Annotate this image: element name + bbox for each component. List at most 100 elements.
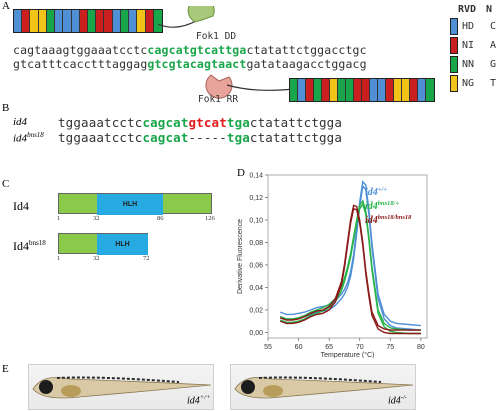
larva-image-mut bbox=[230, 364, 416, 410]
fok1-dd-nuclease bbox=[158, 6, 215, 28]
y-tick-label: 0,12 bbox=[249, 195, 263, 202]
tale-bottom-repeat-nn bbox=[426, 79, 434, 101]
b-wt-label: id4 bbox=[13, 116, 28, 128]
tale-top-array bbox=[13, 9, 163, 33]
rvd-code: NN bbox=[462, 59, 475, 70]
tale-top-repeat-ni bbox=[104, 10, 113, 32]
tale-bottom-repeat-ni bbox=[354, 79, 362, 101]
tale-bottom-repeat-ni bbox=[410, 79, 418, 101]
c-mut-name: Id4bns18 bbox=[13, 239, 46, 253]
rvd-swatch bbox=[450, 56, 458, 73]
c-mut-tick-32: 32 bbox=[93, 255, 100, 262]
rvd-swatch bbox=[450, 75, 458, 92]
tale-bottom-repeat-ni bbox=[306, 79, 314, 101]
legend-entry: id4bns18/bns18 bbox=[365, 214, 412, 226]
y-tick-label: 0,00 bbox=[249, 330, 263, 337]
tale-bottom-repeat-ni bbox=[362, 79, 370, 101]
tale-top-repeat-nn bbox=[87, 10, 97, 32]
tale-bottom-repeat-ng bbox=[394, 79, 402, 101]
id4-mut-protein-bar: HLH bbox=[58, 233, 148, 255]
melt-curve-line bbox=[279, 180, 421, 327]
panel-label-a: A bbox=[2, 0, 10, 12]
melt-curve-line bbox=[279, 207, 421, 335]
tale-bottom-repeat-ni bbox=[322, 79, 330, 101]
y-axis-label: Derivative Fluorescence bbox=[237, 219, 244, 294]
c-mut-tick-72: 72 bbox=[143, 255, 150, 262]
tale-top-repeat-nn bbox=[46, 10, 56, 32]
c-wt-name: Id4 bbox=[13, 199, 29, 213]
legend-entry: id4bns18/+ bbox=[365, 200, 399, 212]
x-tick-label: 75 bbox=[386, 344, 394, 351]
y-tick-label: 0,10 bbox=[249, 217, 263, 224]
tale-top-repeat-ng bbox=[137, 10, 146, 32]
rvd-legend-row-ni: NI A bbox=[450, 37, 496, 54]
panel-label-d: D bbox=[237, 167, 245, 179]
rvd-legend-row-ng: NG T bbox=[450, 75, 496, 92]
tale-top-repeat-hd bbox=[71, 10, 80, 32]
larva-image-wt bbox=[28, 364, 214, 410]
b-mut-sequence: tggaaatcctccagcat-----tgactatattctgga bbox=[58, 130, 343, 145]
tale-top-repeat-ng bbox=[30, 10, 39, 32]
x-tick-label: 70 bbox=[356, 344, 364, 351]
tale-top-repeat-hd bbox=[63, 10, 72, 32]
y-tick-label: 0,02 bbox=[249, 307, 263, 314]
tale-top-repeat-nn bbox=[120, 10, 130, 32]
plot-area-frame bbox=[267, 174, 428, 339]
y-tick-label: 0,14 bbox=[249, 173, 263, 180]
e-genotype-label: id4+/+ bbox=[187, 394, 211, 407]
c-wt-tick-126: 126 bbox=[205, 215, 215, 222]
rvd-legend-row-nn: NN G bbox=[450, 56, 496, 73]
melt-curve-chart: 0,00 0,02 0,04 0,06 0,08 0,10 0,12 0,14 55 60 65 70… bbox=[237, 173, 428, 358]
y-tick-label: 0,08 bbox=[249, 240, 263, 247]
x-axis-label: Temperature (°C) bbox=[321, 351, 375, 358]
target-top-strand: cagtaaagtggaaatcctccagcatgtcattgactatatt… bbox=[13, 43, 367, 57]
tale-bottom-repeat-ni bbox=[386, 79, 394, 101]
c-wt-tick-1: 1 bbox=[57, 215, 61, 222]
legend-entry: id4+/+ bbox=[365, 186, 387, 198]
c-wt-tick-86: 86 bbox=[157, 215, 164, 222]
panel-label-b: B bbox=[2, 102, 10, 114]
x-tick-label: 60 bbox=[295, 344, 303, 351]
fok1-rr-shape bbox=[205, 74, 233, 99]
rvd-legend-row-hd: HD C bbox=[450, 18, 496, 35]
larva-wt-drawing bbox=[32, 376, 212, 399]
tale-bottom-repeat-hd bbox=[298, 79, 306, 101]
tale-bottom-repeat-hd bbox=[418, 79, 426, 101]
tale-bottom-repeat-nn bbox=[314, 79, 322, 101]
hlh-domain-mut: HLH bbox=[97, 234, 148, 255]
rvd-nucleotide: G bbox=[490, 59, 497, 70]
tale-bottom-repeat-hd bbox=[378, 79, 386, 101]
rvd-code: HD bbox=[462, 21, 475, 32]
tale-top-repeat-hd bbox=[112, 10, 121, 32]
fok1-rr-nuclease bbox=[205, 74, 294, 99]
x-tick-label: 55 bbox=[264, 344, 272, 351]
id4-wt-protein-bar: HLH bbox=[58, 193, 212, 215]
hlh-domain-wt: HLH bbox=[97, 194, 163, 215]
rvd-nucleotide: A bbox=[490, 40, 497, 51]
y-tick-label: 0,04 bbox=[249, 285, 263, 292]
tale-bottom-repeat-ng bbox=[402, 79, 410, 101]
panel-label-e: E bbox=[2, 363, 9, 375]
tale-top-repeat-hd bbox=[55, 10, 64, 32]
fok1-rr-label: Fok1 RR bbox=[198, 94, 239, 105]
x-tick-label: 65 bbox=[325, 344, 333, 351]
tale-bottom-repeat-nn bbox=[338, 79, 346, 101]
rvd-swatch bbox=[450, 37, 458, 54]
fok1-dd-label: Fok1 DD bbox=[196, 31, 237, 42]
tale-top-repeat-hd bbox=[14, 10, 23, 32]
larva-mut-drawing bbox=[234, 376, 414, 399]
rvd-nucleotide: C bbox=[490, 21, 497, 32]
melt-curve-line bbox=[279, 202, 421, 335]
x-tick-label: 80 bbox=[417, 344, 425, 351]
tale-top-repeat-ni bbox=[145, 10, 154, 32]
rvd-nucleotide: T bbox=[490, 78, 497, 89]
c-wt-tick-32: 32 bbox=[93, 215, 100, 222]
f-genotype-label: id4-/- bbox=[388, 394, 407, 407]
tale-bottom-array bbox=[289, 78, 435, 102]
fok1-dd-shape bbox=[187, 6, 215, 23]
tale-bottom-repeat-hd bbox=[370, 79, 378, 101]
b-wt-sequence: tggaaatcctccagcatgtcattgactatattctgga bbox=[58, 115, 343, 130]
target-bottom-strand: gtcatttcacctttaggaggtcgtacagtaactgatataa… bbox=[13, 57, 367, 71]
tale-top-repeat-ni bbox=[79, 10, 88, 32]
tale-bottom-repeat-nn bbox=[290, 79, 298, 101]
